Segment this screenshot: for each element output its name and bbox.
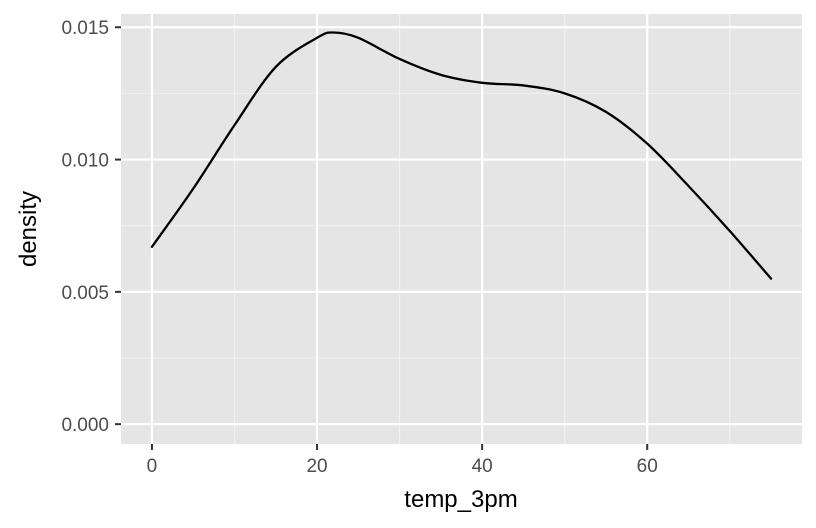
y-tick-label: 0.005	[61, 283, 109, 304]
y-axis-title: density	[15, 191, 42, 267]
density-curve	[150, 31, 773, 280]
major-gridlines	[121, 14, 802, 444]
y-tick-label: 0.015	[61, 18, 109, 39]
x-tick-label: 20	[306, 456, 327, 477]
x-tick-label: 60	[637, 456, 658, 477]
x-tick-label: 40	[472, 456, 493, 477]
x-axis: 0 20 40 60	[147, 444, 658, 477]
y-axis: 0.000 0.005 0.010 0.015	[61, 18, 121, 436]
x-axis-title: temp_3pm	[404, 486, 517, 513]
y-tick-label: 0.000	[61, 415, 109, 436]
y-tick-label: 0.010	[61, 151, 109, 172]
x-tick-label: 0	[147, 456, 158, 477]
minor-gridlines	[121, 14, 802, 444]
